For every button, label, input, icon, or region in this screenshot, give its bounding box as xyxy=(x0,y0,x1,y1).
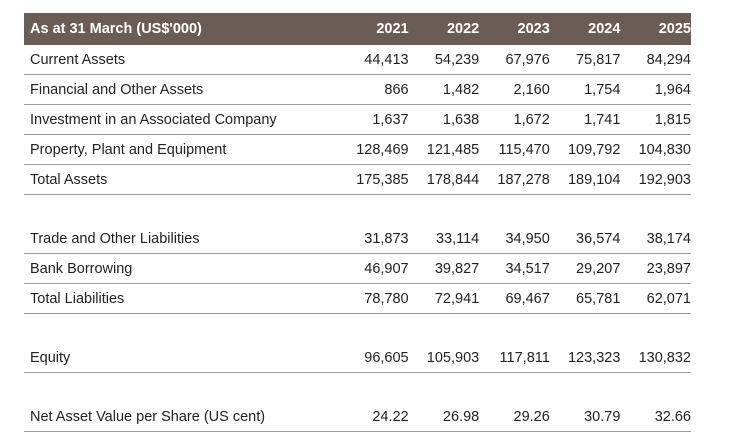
table-cell: 1,482 xyxy=(442,81,480,98)
table-cell: 2,160 xyxy=(513,81,550,98)
table-cell: 178,844 xyxy=(426,171,480,188)
table-cell: 65,781 xyxy=(576,290,621,307)
table-row: Property, Plant and Equipment 128,469 121,… xyxy=(24,135,691,165)
table-cell: 36,574 xyxy=(576,230,621,247)
table-cell: 44,413 xyxy=(364,51,409,68)
table-cell: 39,827 xyxy=(434,260,480,277)
table-cell: 32.66 xyxy=(654,408,691,425)
row-values: 175,385 178,844 187,278 189,104 192,903 xyxy=(338,172,691,188)
table-row: Investment in an Associated Company 1,637… xyxy=(24,105,691,135)
table-cell: 1,672 xyxy=(513,111,550,128)
row-label: Total Liabilities xyxy=(30,290,125,307)
table-row: Net Asset Value per Share (US cent) 24.22… xyxy=(24,402,691,432)
year-2022: 2022 xyxy=(446,21,480,37)
table-cell: 29,207 xyxy=(576,260,621,277)
table-cell: 1,964 xyxy=(654,81,691,98)
table-cell: 69,467 xyxy=(505,290,550,307)
year-2021: 2021 xyxy=(376,21,409,37)
table-body: Current Assets 44,413 54,239 67,976 75,817 84… xyxy=(24,45,691,432)
table-cell: 187,278 xyxy=(497,171,550,188)
table-row: Bank Borrowing 46,907 39,827 34,517 29,207 23… xyxy=(24,254,691,284)
table-cell: 866 xyxy=(384,81,409,98)
table-cell: 34,950 xyxy=(505,230,550,247)
header-label: As at 31 March (US$'000) xyxy=(30,21,202,37)
row-values: 1,637 1,638 1,672 1,741 1,815 xyxy=(338,112,691,128)
row-values: 44,413 54,239 67,976 75,817 84,294 xyxy=(338,52,691,68)
table-cell: 78,780 xyxy=(364,290,409,307)
table-cell: 104,830 xyxy=(638,141,691,158)
table-cell: 38,174 xyxy=(646,230,691,247)
financial-summary-table: As at 31 March (US$'000) 2021 2022 2023 … xyxy=(24,13,691,432)
table-cell: 189,104 xyxy=(567,171,621,188)
year-2025: 2025 xyxy=(658,21,691,37)
table-cell: 62,071 xyxy=(646,290,691,307)
table-header: As at 31 March (US$'000) 2021 2022 2023 … xyxy=(24,13,691,45)
table-cell: 75,817 xyxy=(576,51,621,68)
table-cell: 33,114 xyxy=(435,230,480,247)
table-row: Total Liabilities 78,780 72,941 69,467 65,78… xyxy=(24,284,691,314)
row-label: Trade and Other Liabilities xyxy=(30,230,200,247)
table-row: Trade and Other Liabilities 31,873 33,114 3… xyxy=(24,224,691,254)
row-values: 31,873 33,114 34,950 36,574 38,174 xyxy=(338,231,691,247)
table-cell: 84,294 xyxy=(646,51,691,68)
table-cell: 96,605 xyxy=(364,349,409,366)
section-spacer xyxy=(24,195,691,224)
row-label: Investment in an Associated Company xyxy=(30,111,277,128)
row-label: Total Assets xyxy=(30,171,108,188)
table-cell: 24.22 xyxy=(372,408,409,425)
table-cell: 29.26 xyxy=(513,408,550,425)
table-cell: 30.79 xyxy=(584,408,621,425)
row-values: 24.22 26.98 29.26 30.79 32.66 xyxy=(338,409,691,425)
row-label: Bank Borrowing xyxy=(30,260,133,277)
row-values: 46,907 39,827 34,517 29,207 23,897 xyxy=(338,261,691,277)
row-values: 96,605 105,903 117,811 123,323 130,832 xyxy=(338,350,691,366)
table-cell: 46,907 xyxy=(364,260,409,277)
table-row: Current Assets 44,413 54,239 67,976 75,817 84… xyxy=(24,45,691,75)
table-cell: 105,903 xyxy=(426,349,480,366)
table-cell: 123,323 xyxy=(567,349,621,366)
table-row: Financial and Other Assets 866 1,482 2,160 1… xyxy=(24,75,691,105)
row-values: 128,469 121,485 115,470 109,792 104,830 xyxy=(338,142,691,158)
table-cell: 34,517 xyxy=(505,260,550,277)
table-cell: 1,638 xyxy=(442,111,480,128)
table-cell: 1,741 xyxy=(584,111,621,128)
table-cell: 54,239 xyxy=(434,51,480,68)
table-cell: 192,903 xyxy=(638,171,691,188)
table-cell: 72,941 xyxy=(434,290,480,307)
table-cell: 1,754 xyxy=(584,81,621,98)
row-values: 78,780 72,941 69,467 65,781 62,071 xyxy=(338,291,691,307)
section-spacer xyxy=(24,373,691,402)
year-2024: 2024 xyxy=(588,21,621,37)
table-cell: 67,976 xyxy=(505,51,550,68)
table-cell: 130,832 xyxy=(638,349,691,366)
row-label: Net Asset Value per Share (US cent) xyxy=(30,408,266,425)
row-values: 866 1,482 2,160 1,754 1,964 xyxy=(338,82,691,98)
section-spacer xyxy=(24,314,691,343)
table-row: Total Assets 175,385 178,844 187,278 189,104… xyxy=(24,165,691,195)
year-2023: 2023 xyxy=(517,21,550,37)
table-cell: 23,897 xyxy=(646,260,691,277)
table-cell: 109,792 xyxy=(567,141,621,158)
row-label: Financial and Other Assets xyxy=(30,81,204,98)
row-label: Equity xyxy=(30,349,71,366)
table-cell: 115,470 xyxy=(498,141,550,158)
table-cell: 1,637 xyxy=(372,111,409,128)
table-cell: 128,469 xyxy=(356,141,409,158)
header-years: 2021 2022 2023 2024 2025 xyxy=(338,21,691,37)
table-cell: 121,485 xyxy=(426,141,480,158)
row-label: Current Assets xyxy=(30,51,126,68)
table-cell: 26.98 xyxy=(442,408,480,425)
row-label: Property, Plant and Equipment xyxy=(30,141,227,158)
table-cell: 31,873 xyxy=(364,230,409,247)
table-row: Equity 96,605 105,903 117,811 123,323 130,832 xyxy=(24,343,691,373)
table-cell: 117,811 xyxy=(499,349,550,366)
table-cell: 1,815 xyxy=(654,111,691,128)
table-cell: 175,385 xyxy=(356,171,409,188)
